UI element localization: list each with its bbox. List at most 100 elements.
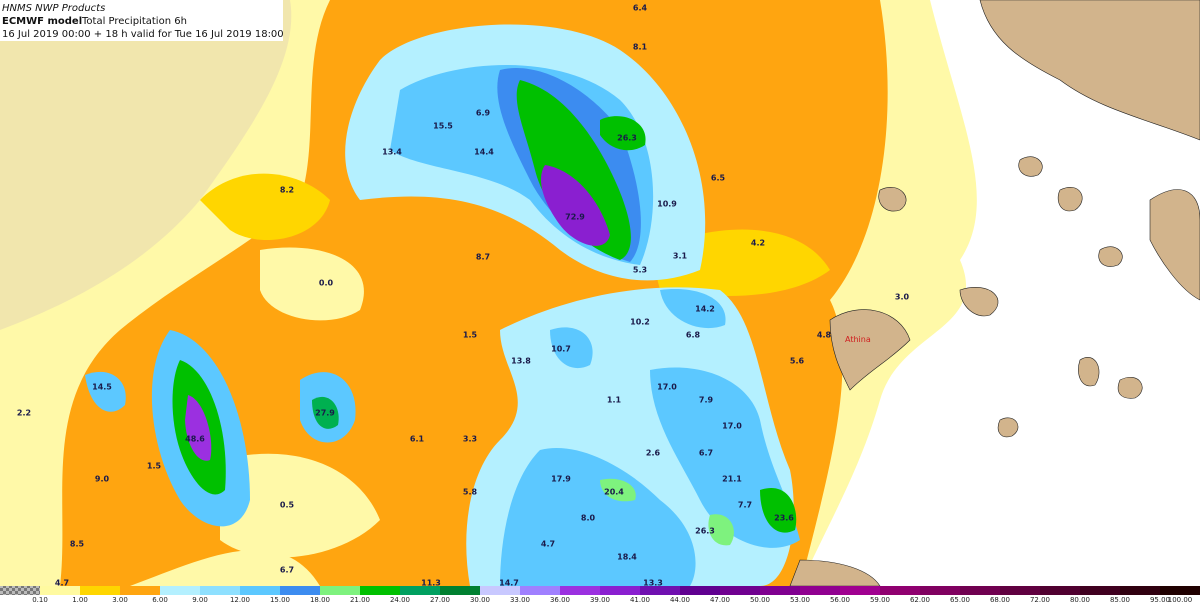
precip-value: 3.0 xyxy=(895,293,910,302)
precip-value: 6.1 xyxy=(410,435,425,444)
precip-value: 1.5 xyxy=(463,331,478,340)
precip-value: 9.0 xyxy=(95,475,110,484)
precip-value: 48.6 xyxy=(185,435,205,444)
colorbar-swatch xyxy=(880,586,920,595)
colorbar: 0.10 1.00 3.00 6.00 9.00 12.00 15.00 18.00 21.00… xyxy=(0,586,1200,603)
precip-value: 10.2 xyxy=(630,318,650,327)
precip-value: 4.7 xyxy=(541,540,555,549)
precip-value: 6.7 xyxy=(280,566,294,575)
model-name: ECMWF model xyxy=(2,16,82,27)
colorbar-swatch xyxy=(920,586,960,595)
place-name: Athina xyxy=(845,335,871,344)
precipitation-areas xyxy=(85,24,800,586)
precip-value: 8.7 xyxy=(476,253,490,262)
colorbar-label: 36.00 xyxy=(550,596,570,603)
colorbar-label: 95.00 xyxy=(1150,596,1170,603)
header-line: HNMS NWP Products xyxy=(2,3,105,14)
precip-value: 20.4 xyxy=(604,488,624,497)
colorbar-label: 39.00 xyxy=(590,596,610,603)
precip-value: 26.3 xyxy=(695,527,715,536)
colorbar-label: 24.00 xyxy=(390,596,410,603)
colorbar-swatch xyxy=(40,586,80,595)
precip-value: 72.9 xyxy=(565,213,585,222)
precip-value: 6.7 xyxy=(699,449,713,458)
colorbar-label: 6.00 xyxy=(152,596,168,603)
precip-value: 13.8 xyxy=(511,357,531,366)
colorbar-swatch xyxy=(320,586,360,595)
precip-value: 21.1 xyxy=(722,475,742,484)
precip-value: 6.8 xyxy=(686,331,701,340)
colorbar-label: 1.00 xyxy=(72,596,88,603)
precip-value: 8.0 xyxy=(581,514,596,523)
colorbar-label: 53.00 xyxy=(790,596,810,603)
precip-value: 14.2 xyxy=(695,305,715,314)
precip-value: 5.8 xyxy=(463,488,478,497)
precip-value: 3.1 xyxy=(673,252,688,261)
colorbar-swatch xyxy=(440,586,480,595)
colorbar-label: 9.00 xyxy=(192,596,208,603)
colorbar-swatch xyxy=(0,586,40,595)
colorbar-label: 0.10 xyxy=(32,596,48,603)
precip-value: 10.7 xyxy=(551,345,571,354)
colorbar-swatch xyxy=(840,586,880,595)
precip-value: 3.3 xyxy=(463,435,477,444)
precip-value: 17.0 xyxy=(657,383,677,392)
precip-value: 23.6 xyxy=(774,514,794,523)
precip-value: 14.4 xyxy=(474,148,494,157)
precip-value: 17.0 xyxy=(722,422,742,431)
precip-value: 27.9 xyxy=(315,409,335,418)
precip-value: 14.7 xyxy=(499,579,519,588)
precip-value: 15.5 xyxy=(433,122,453,131)
colorbar-label: 56.00 xyxy=(830,596,850,603)
colorbar-label: 47.00 xyxy=(710,596,730,603)
colorbar-swatch xyxy=(360,586,400,595)
colorbar-label: 21.00 xyxy=(350,596,370,603)
colorbar-label: 50.00 xyxy=(750,596,770,603)
colorbar-swatch xyxy=(640,586,680,595)
precip-value: 6.9 xyxy=(476,109,491,118)
colorbar-label: 33.00 xyxy=(510,596,530,603)
precip-value: 4.7 xyxy=(55,579,69,588)
precip-value: 4.8 xyxy=(817,331,832,340)
map-labels: 6.4 8.1 15.5 6.9 13.4 14.4 26.3 72.9 6.5 10.9 8.2 4… xyxy=(17,4,910,588)
precip-value: 14.5 xyxy=(92,383,112,392)
colorbar-label: 15.00 xyxy=(270,596,290,603)
colorbar-swatch xyxy=(1080,586,1120,595)
precip-value: 18.4 xyxy=(617,553,637,562)
colorbar-swatch xyxy=(520,586,560,595)
colorbar-swatch xyxy=(400,586,440,595)
colorbar-label: 12.00 xyxy=(230,596,250,603)
colorbar-label: 18.00 xyxy=(310,596,330,603)
precip-value: 26.3 xyxy=(617,134,637,143)
colorbar-label: 41.00 xyxy=(630,596,650,603)
colorbar-label: 80.00 xyxy=(1070,596,1090,603)
precip-value: 5.6 xyxy=(790,357,805,366)
precip-value: 7.9 xyxy=(699,396,714,405)
precip-value: 0.5 xyxy=(280,501,295,510)
precip-value: 13.3 xyxy=(643,579,663,588)
colorbar-label: 62.00 xyxy=(910,596,930,603)
colorbar-swatch xyxy=(1040,586,1080,595)
colorbar-swatch xyxy=(1000,586,1040,595)
colorbar-swatch xyxy=(240,586,280,595)
colorbar-swatch xyxy=(280,586,320,595)
precip-value: 8.5 xyxy=(70,540,85,549)
colorbar-label: 65.00 xyxy=(950,596,970,603)
precip-value: 6.5 xyxy=(711,174,726,183)
precip-value: 6.4 xyxy=(633,4,648,13)
colorbar-swatch xyxy=(200,586,240,595)
colorbar-swatch xyxy=(120,586,160,595)
colorbar-swatch xyxy=(760,586,800,595)
precip-value: 1.1 xyxy=(607,396,622,405)
colorbar-label: 3.00 xyxy=(112,596,128,603)
colorbar-label: 72.00 xyxy=(1030,596,1050,603)
precip-value: 8.1 xyxy=(633,43,648,52)
colorbar-swatch xyxy=(680,586,720,595)
product-name: Total Precipitation 6h xyxy=(81,16,187,27)
precip-value: 10.9 xyxy=(657,200,677,209)
colorbar-swatch xyxy=(160,586,200,595)
colorbar-label: 100.00 xyxy=(1168,596,1193,603)
precip-value: 5.3 xyxy=(633,266,647,275)
colorbar-swatch xyxy=(1160,586,1200,595)
colorbar-swatch xyxy=(960,586,1000,595)
